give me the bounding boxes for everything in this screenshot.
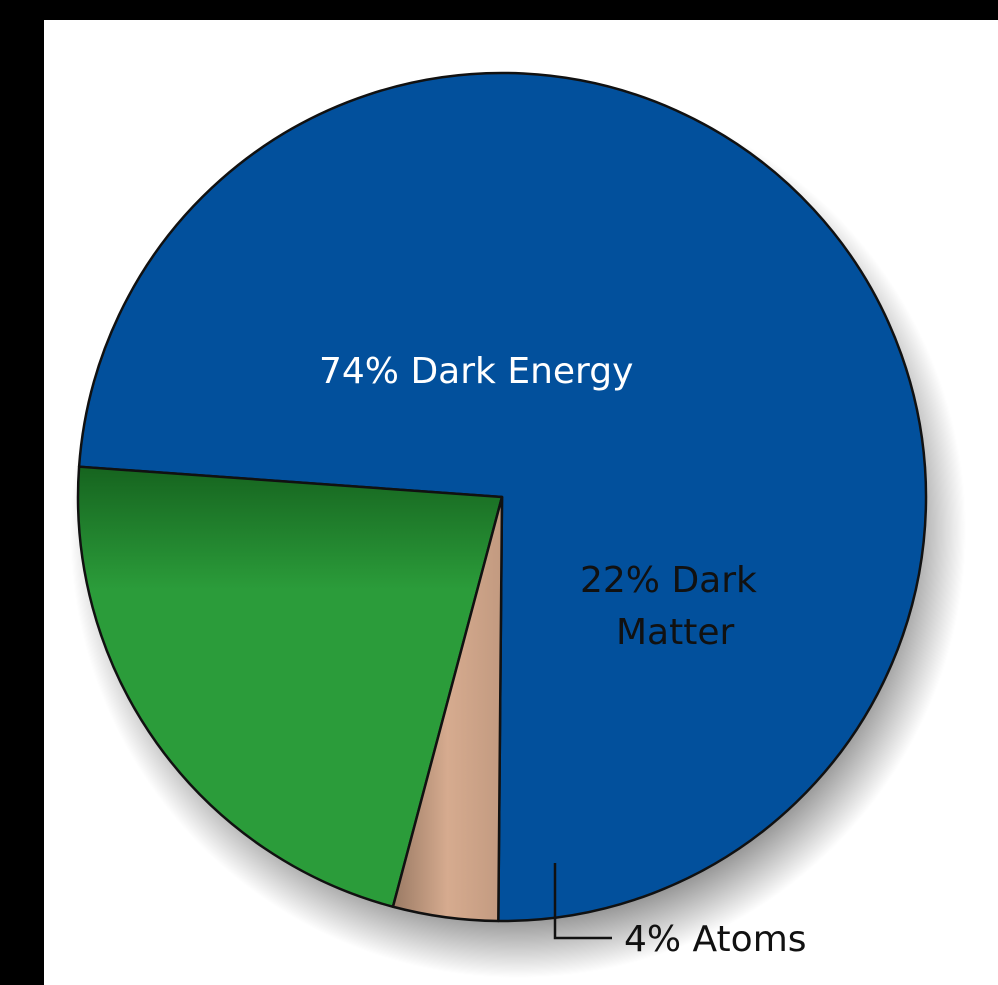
label-atoms: 4% Atoms (624, 919, 807, 960)
label-atoms-line-1: 4% Atoms (624, 919, 807, 960)
pie-slices (76, 71, 928, 923)
pie-labels: 74% Dark Energy 22% Dark Matter 4% Atoms (319, 351, 807, 960)
label-dark-energy-line-1: 74% Dark Energy (319, 351, 633, 392)
pie-slice-atoms (391, 495, 504, 923)
pie-chart: 74% Dark Energy 22% Dark Matter 4% Atoms (70, 71, 966, 978)
label-dark-energy: 74% Dark Energy (319, 351, 633, 392)
label-dark-matter-line-1: 22% Dark (580, 560, 757, 601)
leader-line-atoms (553, 863, 612, 940)
label-dark-matter: 22% Dark Matter (580, 560, 757, 653)
label-dark-matter-line-2: Matter (616, 612, 735, 653)
chart-canvas: 74% Dark Energy 22% Dark Matter 4% Atoms (44, 20, 998, 985)
pie-slice-dark-matter (76, 465, 504, 908)
